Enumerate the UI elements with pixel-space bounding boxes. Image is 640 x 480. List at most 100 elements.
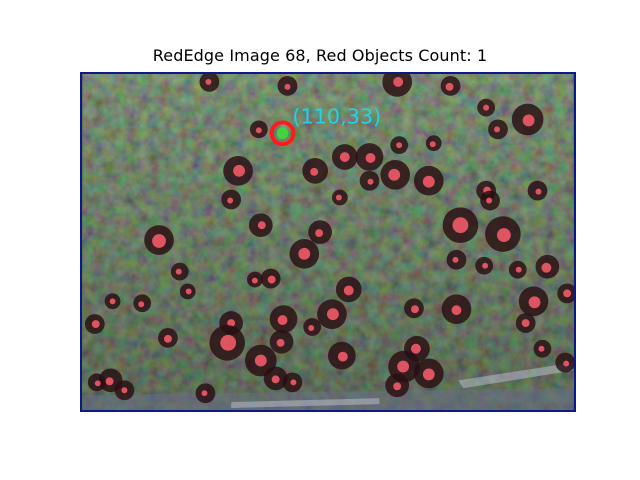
- red-blob: [518, 286, 549, 317]
- red-blob: [144, 225, 174, 255]
- red-blob-core: [494, 126, 500, 133]
- red-blob-core: [327, 308, 339, 321]
- red-blob-core: [251, 277, 258, 284]
- foliage-photo: (110,33): [82, 74, 574, 410]
- red-blob: [440, 75, 461, 96]
- red-blob-core: [365, 153, 376, 163]
- detection-circle: [269, 120, 296, 147]
- red-blob: [425, 135, 442, 152]
- red-blob-core: [393, 382, 402, 391]
- red-blob-core: [528, 296, 541, 309]
- red-blob-core: [486, 197, 493, 204]
- red-blob: [515, 313, 536, 333]
- red-blob-core: [522, 114, 535, 127]
- red-blob: [404, 298, 424, 319]
- red-blob: [179, 283, 196, 300]
- red-blob: [359, 170, 380, 191]
- red-blob-core: [255, 127, 262, 134]
- red-blob-core: [94, 380, 101, 387]
- red-blob-core: [388, 168, 401, 181]
- red-blob: [133, 294, 152, 313]
- red-blob-core: [227, 197, 234, 204]
- red-blob: [87, 373, 106, 392]
- red-blob: [244, 344, 277, 377]
- red-blob: [413, 358, 444, 389]
- red-blob-core: [276, 338, 285, 347]
- red-blob: [380, 159, 411, 190]
- red-blob-core: [271, 375, 280, 384]
- red-blob: [303, 318, 322, 336]
- red-blob: [511, 103, 544, 136]
- red-blob: [269, 329, 294, 354]
- red-blob: [195, 383, 216, 404]
- red-blob-core: [290, 379, 297, 386]
- red-blob-core: [422, 368, 435, 381]
- red-blob-core: [109, 298, 116, 305]
- red-blob-core: [185, 288, 192, 295]
- red-blob-core: [445, 82, 454, 91]
- red-blob: [221, 189, 242, 210]
- red-blob-core: [411, 343, 421, 354]
- red-blob: [535, 254, 560, 279]
- red-blob: [317, 299, 347, 329]
- red-blob: [260, 268, 281, 289]
- red-blob: [246, 271, 263, 288]
- detection-overlay: (110,33): [269, 104, 381, 147]
- red-blob: [331, 144, 358, 170]
- red-blob: [277, 75, 298, 96]
- red-blob: [289, 239, 320, 269]
- red-blob: [441, 294, 472, 325]
- red-blob: [485, 216, 521, 252]
- red-blob-core: [343, 285, 354, 296]
- red-blob: [249, 120, 268, 139]
- red-blob-core: [201, 390, 208, 397]
- red-blob-core: [482, 262, 489, 269]
- red-blob-core: [310, 167, 319, 176]
- red-blob-core: [337, 351, 348, 362]
- red-blob: [557, 283, 574, 304]
- red-blob-core: [535, 188, 542, 195]
- red-blob: [382, 74, 412, 97]
- red-blob: [199, 74, 220, 92]
- red-blob: [114, 380, 135, 401]
- red-blob-core: [515, 266, 522, 273]
- red-blob-core: [451, 305, 462, 316]
- red-blob: [533, 339, 552, 358]
- red-blob-core: [284, 83, 291, 90]
- red-blob-core: [205, 78, 212, 85]
- red-blob: [223, 156, 253, 186]
- red-blob: [263, 366, 288, 391]
- red-blob: [488, 119, 508, 140]
- image-panel: (110,33): [80, 72, 576, 412]
- red-blob-core: [315, 229, 324, 238]
- red-blob-core: [538, 345, 545, 352]
- red-blob: [331, 189, 348, 206]
- red-blob: [209, 325, 245, 361]
- red-blob-core: [367, 178, 374, 185]
- red-blob-core: [227, 319, 236, 327]
- red-blob-core: [411, 305, 419, 314]
- red-blob-core: [452, 217, 469, 234]
- red-blob-layer: [84, 74, 574, 404]
- red-blob: [328, 341, 356, 370]
- red-blob-core: [563, 360, 570, 367]
- red-blob-core: [483, 104, 490, 111]
- red-blob: [413, 165, 444, 196]
- red-blob: [555, 352, 574, 373]
- red-blob-core: [521, 319, 530, 327]
- red-blob-core: [175, 268, 182, 275]
- red-blob: [248, 213, 273, 238]
- red-blob-core: [422, 175, 435, 188]
- red-blob-core: [452, 256, 459, 263]
- red-blob: [508, 260, 527, 279]
- red-blob-core: [121, 387, 128, 394]
- red-blob: [477, 98, 496, 117]
- red-blob-core: [254, 354, 267, 367]
- red-blob: [527, 180, 548, 201]
- red-blob-core: [163, 334, 172, 343]
- red-blob: [158, 327, 178, 348]
- red-blob: [170, 262, 189, 281]
- red-blob-core: [257, 221, 266, 230]
- red-blob-core: [393, 76, 404, 87]
- red-blob: [355, 143, 384, 171]
